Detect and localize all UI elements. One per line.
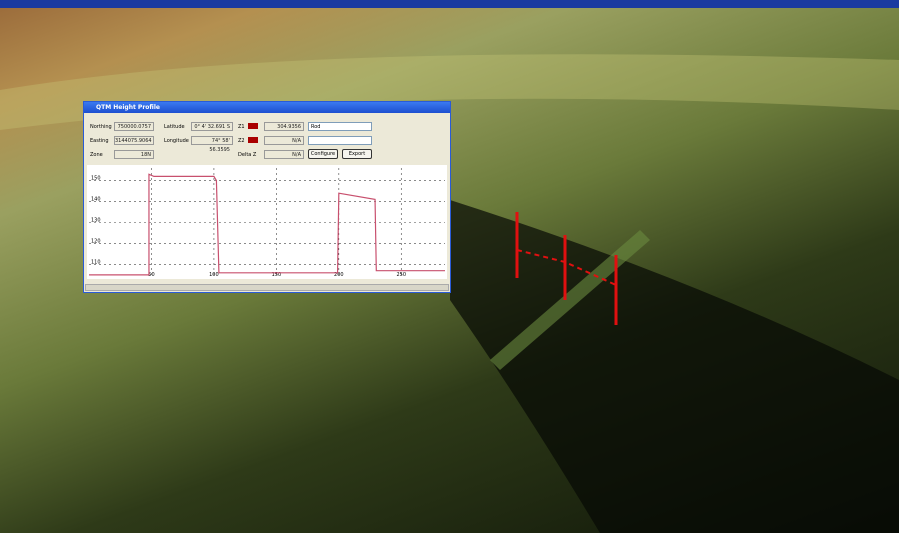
field: 0° 4' 32.691 S xyxy=(191,122,233,131)
label: Northing xyxy=(90,124,112,130)
profile-line xyxy=(89,173,445,276)
ridge xyxy=(0,54,899,130)
y-tick-label: 130 xyxy=(91,218,101,224)
profile-path xyxy=(516,249,617,286)
label: Longitude xyxy=(164,138,189,144)
button[interactable]: Configure xyxy=(308,149,338,159)
swatch xyxy=(248,123,258,129)
field: 3144075.9064 xyxy=(114,136,154,145)
swatch xyxy=(248,137,258,143)
x-tick-label: 50 xyxy=(148,272,154,278)
field: 750000.0757 xyxy=(114,122,154,131)
top-border xyxy=(0,0,899,8)
label: Zone xyxy=(90,152,103,158)
x-tick-label: 200 xyxy=(334,272,344,278)
label: Delta Z xyxy=(238,152,257,158)
dialog: QTM Height Profile Northing 750000.0757 … xyxy=(83,101,451,293)
field: 74° 58' 56.3595 xyxy=(191,136,233,153)
label: Latitude xyxy=(164,124,185,130)
y-tick-label: 120 xyxy=(91,238,101,244)
dropdown[interactable]: Rod xyxy=(308,122,372,131)
road xyxy=(490,230,650,370)
field: 18N xyxy=(114,150,154,159)
field: 304.9356 xyxy=(264,122,304,131)
button[interactable]: Export xyxy=(342,149,372,159)
x-tick-label: 150 xyxy=(272,272,282,278)
profile-plot: 110 120 130 140 150 50 100 150 200 250 xyxy=(87,165,447,279)
field: N/A xyxy=(264,150,304,159)
label: Z1 xyxy=(238,124,245,130)
x-tick-label: 100 xyxy=(209,272,219,278)
y-tick-label: 110 xyxy=(91,259,101,265)
x-tick-label: 250 xyxy=(397,272,407,278)
title-bar: QTM Height Profile xyxy=(84,102,450,113)
label: Easting xyxy=(90,138,109,144)
label: Z2 xyxy=(238,138,245,144)
dropdown[interactable] xyxy=(308,136,372,145)
scrollbar[interactable] xyxy=(85,284,449,291)
y-tick-label: 140 xyxy=(91,197,101,203)
field: N/A xyxy=(264,136,304,145)
shadow xyxy=(450,200,899,533)
y-tick-label: 150 xyxy=(91,176,101,182)
